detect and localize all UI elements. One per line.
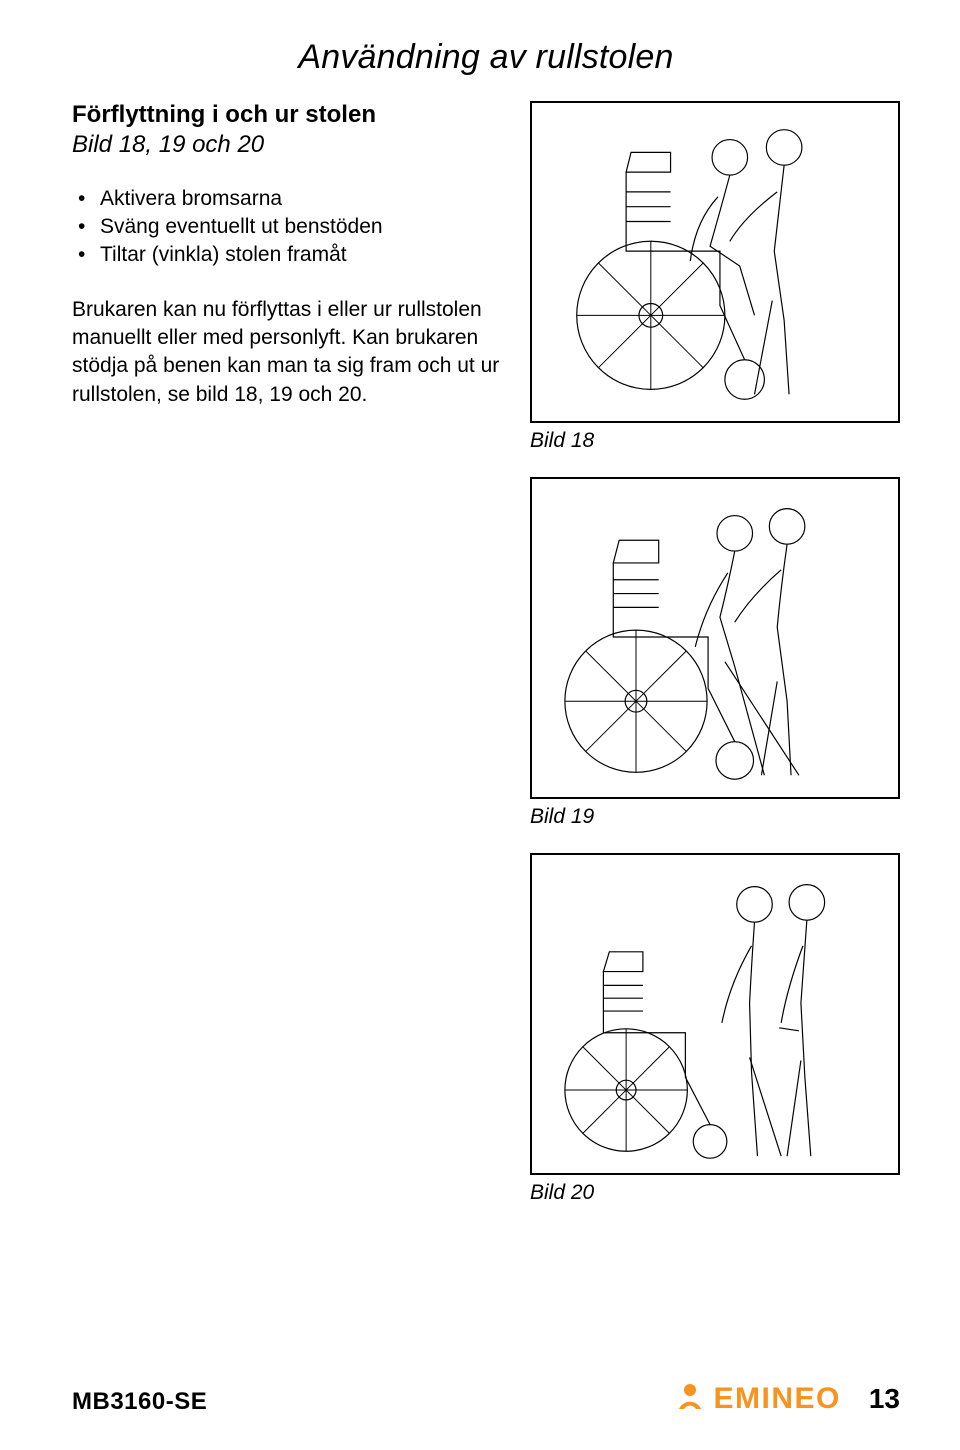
brand-logo-text: EMINEO: [713, 1382, 840, 1416]
document-id: MB3160-SE: [72, 1388, 207, 1416]
bullet-list: Aktivera bromsarna Sväng eventuellt ut b…: [72, 185, 502, 270]
bullet-item: Sväng eventuellt ut benstöden: [78, 213, 502, 241]
page-number: 13: [869, 1383, 900, 1415]
footer-right: EMINEO 13: [673, 1381, 900, 1416]
left-column: Förflyttning i och ur stolen Bild 18, 19…: [72, 101, 502, 409]
figure-block: Bild 18: [530, 101, 900, 453]
figure-frame: [530, 853, 900, 1175]
wheelchair-illustration-icon: [532, 855, 898, 1173]
figure-caption: Bild 19: [530, 805, 900, 829]
page-title: Användning av rullstolen: [72, 38, 900, 77]
brand-logo-icon: [673, 1381, 707, 1416]
section-heading: Förflyttning i och ur stolen: [72, 101, 502, 129]
figure-caption: Bild 18: [530, 429, 900, 453]
figure-block: Bild 19: [530, 477, 900, 829]
right-column: Bild 18: [530, 101, 900, 1229]
figure-caption: Bild 20: [530, 1181, 900, 1205]
bullet-item: Aktivera bromsarna: [78, 185, 502, 213]
brand-logo: EMINEO: [673, 1381, 840, 1416]
section-subheading: Bild 18, 19 och 20: [72, 131, 502, 159]
body-paragraph: Brukaren kan nu förflyttas i eller ur ru…: [72, 296, 502, 409]
bullet-item: Tiltar (vinkla) stolen framåt: [78, 241, 502, 269]
wheelchair-illustration-icon: [532, 479, 898, 797]
page: Användning av rullstolen Förflyttning i …: [0, 0, 960, 1450]
content-columns: Förflyttning i och ur stolen Bild 18, 19…: [72, 101, 900, 1229]
wheelchair-illustration-icon: [532, 103, 898, 421]
figure-block: Bild 20: [530, 853, 900, 1205]
figure-frame: [530, 477, 900, 799]
page-footer: MB3160-SE EMINEO 13: [72, 1368, 900, 1416]
figure-frame: [530, 101, 900, 423]
